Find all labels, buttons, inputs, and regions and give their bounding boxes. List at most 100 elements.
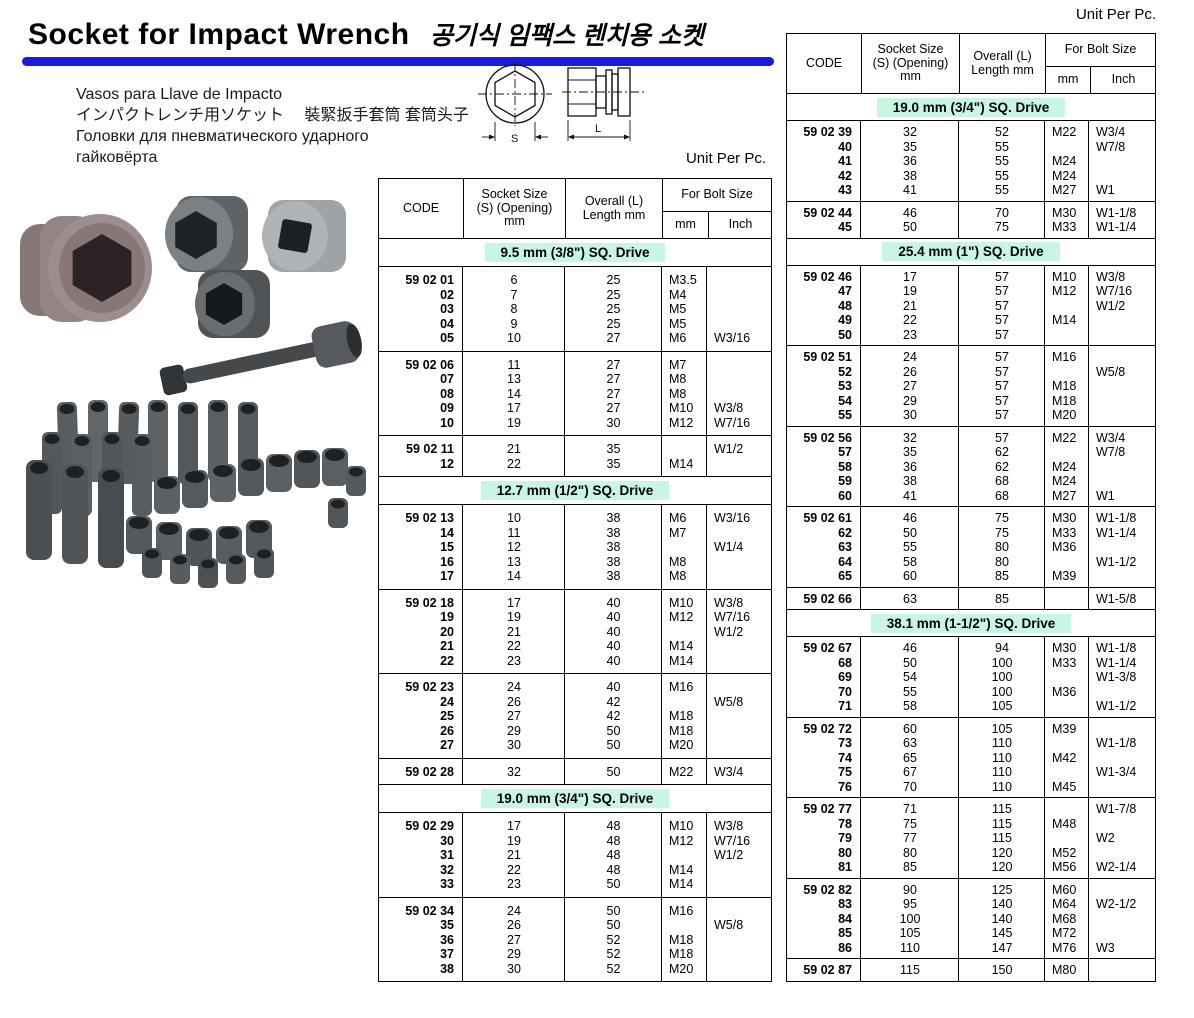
cell-code: 59 02 77	[803, 802, 852, 816]
cell-bolt-inch: W5/8	[714, 918, 744, 932]
cell-socket-size: 22	[507, 456, 521, 471]
header-bolt-inch: Inch	[1090, 67, 1156, 93]
cell-socket-size: 26	[507, 918, 521, 932]
cell-bolt-inch: W1-3/4	[1096, 765, 1137, 779]
dimension-l-label: L	[595, 123, 601, 135]
cell-overall-length: 52	[606, 947, 621, 961]
cell-overall-length: 70	[995, 205, 1009, 220]
table-row: 24 26 42 W5/8	[379, 695, 771, 710]
table-group: 59 02 77 71 115 W1-7/8 78 75 115 M48 79 77 115 W2 80…	[787, 797, 1155, 878]
table-row: 26 29 50 M18	[379, 724, 771, 739]
cell-overall-length: 100	[991, 670, 1013, 684]
table-row: 32 22 48 M14	[379, 863, 771, 878]
section-title: 25.4 mm (1") SQ. Drive	[882, 242, 1060, 261]
cell-socket-size: 27	[507, 709, 521, 723]
socket-front-view-drawing: S	[478, 62, 552, 145]
cell-socket-size: 38	[903, 474, 917, 488]
cell-socket-size: 17	[507, 819, 521, 833]
cell-code: 60	[838, 488, 852, 503]
cell-socket-size: 90	[903, 882, 917, 897]
cell-bolt-mm: M8	[669, 554, 687, 569]
cell-socket-size: 71	[903, 802, 917, 816]
cell-bolt-inch: W5/8	[1096, 364, 1126, 379]
cell-bolt-mm: M18	[1052, 379, 1077, 393]
table-row: 59 02 72 60 105 M39	[787, 722, 1155, 737]
header-bolt-mm: mm	[1057, 72, 1079, 87]
socket-table-right: CODE Socket Size (S) (Opening) mm Overall (L…	[786, 33, 1156, 982]
cell-bolt-inch	[707, 555, 771, 570]
header-line: Length mm	[582, 207, 646, 222]
cell-bolt-inch: W7/16	[714, 610, 751, 624]
cell-overall-length: 35	[606, 456, 621, 471]
cell-socket-size: 35	[903, 445, 917, 459]
socket-table-left: CODE Socket Size (S) (Opening) mm Overall (L…	[378, 178, 772, 982]
cell-overall-length: 140	[991, 897, 1013, 911]
cell-socket-size: 21	[903, 298, 917, 313]
cell-bolt-mm: M6	[669, 511, 687, 525]
table-row: 19 19 40 M12 W7/16	[379, 610, 771, 625]
cell-socket-size: 27	[507, 932, 521, 947]
cell-code: 64	[838, 554, 852, 569]
cell-overall-length: 80	[995, 554, 1009, 569]
cell-bolt-mm: M30	[1052, 205, 1077, 220]
cell-code: 54	[838, 393, 852, 408]
cell-overall-length: 57	[995, 284, 1009, 298]
header-socket-size: Socket Size (S) (Opening) mm	[861, 34, 959, 93]
cell-overall-length: 57	[995, 350, 1009, 364]
table-row: 59 02 87 115 150 M80	[787, 963, 1155, 978]
cell-bolt-inch	[707, 358, 771, 373]
cell-code: 25	[440, 709, 454, 723]
cell-bolt-mm: M8	[669, 372, 687, 386]
socket-set-photo	[26, 400, 366, 588]
table-row: 16 13 38 M8	[379, 555, 771, 570]
table-row: 20 21 40 W1/2	[379, 625, 771, 640]
section-row: 19.0 mm (3/4") SQ. Drive	[379, 784, 771, 812]
section-row: 25.4 mm (1") SQ. Drive	[787, 237, 1155, 265]
cell-socket-size: 85	[903, 860, 917, 874]
cell-bolt-mm: M16	[1052, 350, 1077, 364]
cell-bolt-mm: M72	[1052, 926, 1077, 940]
table-group: 59 02 67 46 94 M30 W1-1/8 68 50 100 M33 W1-1/4 69 5…	[787, 636, 1155, 717]
cell-bolt-inch	[707, 317, 771, 332]
table-row: 49 22 57 M14	[787, 313, 1155, 328]
table-row: 71 58 105 W1-1/2	[787, 699, 1155, 714]
cell-code: 07	[440, 372, 454, 386]
cell-code: 12	[440, 456, 454, 471]
cell-bolt-inch: W1-1/4	[1096, 220, 1137, 234]
cell-socket-size: 46	[903, 511, 917, 525]
table-row: 59 02 46 17 57 M10 W3/8	[787, 270, 1155, 285]
header-bolt-units: mm Inch	[1046, 66, 1155, 93]
cell-bolt-inch: W1-1/4	[1096, 525, 1137, 540]
table-row: 64 58 80 W1-1/2	[787, 555, 1155, 570]
cell-code: 59 02 56	[803, 430, 852, 445]
cell-code: 19	[440, 610, 454, 624]
cell-code: 43	[838, 183, 852, 197]
cell-bolt-inch: W1-1/2	[1096, 699, 1137, 713]
cell-bolt-inch: W3/16	[714, 511, 751, 525]
cell-socket-size: 70	[903, 779, 917, 794]
cell-socket-size: 35	[903, 139, 917, 154]
cell-code: 83	[838, 897, 852, 911]
cell-overall-length: 75	[995, 511, 1009, 525]
cell-bolt-inch: W3/4	[714, 764, 744, 779]
cell-bolt-mm: M12	[669, 833, 694, 848]
cell-bolt-mm: M24	[1052, 459, 1077, 474]
cell-socket-size: 23	[507, 877, 521, 891]
cell-code: 59 02 23	[405, 680, 454, 694]
cell-socket-size: 8	[510, 302, 518, 316]
cell-bolt-mm: M22	[1052, 125, 1077, 139]
header-code: CODE	[402, 200, 440, 215]
cell-code: 36	[440, 932, 454, 947]
cell-overall-length: 42	[606, 694, 621, 709]
page-title: Socket for Impact Wrench 공기식 임팩스 렌치용 소켓	[28, 16, 704, 52]
cell-bolt-inch: W3/8	[714, 819, 744, 833]
cell-code: 42	[838, 168, 852, 183]
cell-code: 71	[838, 699, 852, 713]
cell-bolt-mm: M16	[669, 903, 694, 918]
table-row: 59 02 11 21 35 W1/2	[379, 442, 771, 457]
cell-socket-size: 26	[507, 694, 521, 709]
table-row: 53 27 57 M18	[787, 379, 1155, 394]
cell-bolt-inch	[707, 904, 771, 919]
cell-overall-length: 50	[606, 723, 621, 738]
cell-bolt-mm	[1045, 365, 1089, 380]
